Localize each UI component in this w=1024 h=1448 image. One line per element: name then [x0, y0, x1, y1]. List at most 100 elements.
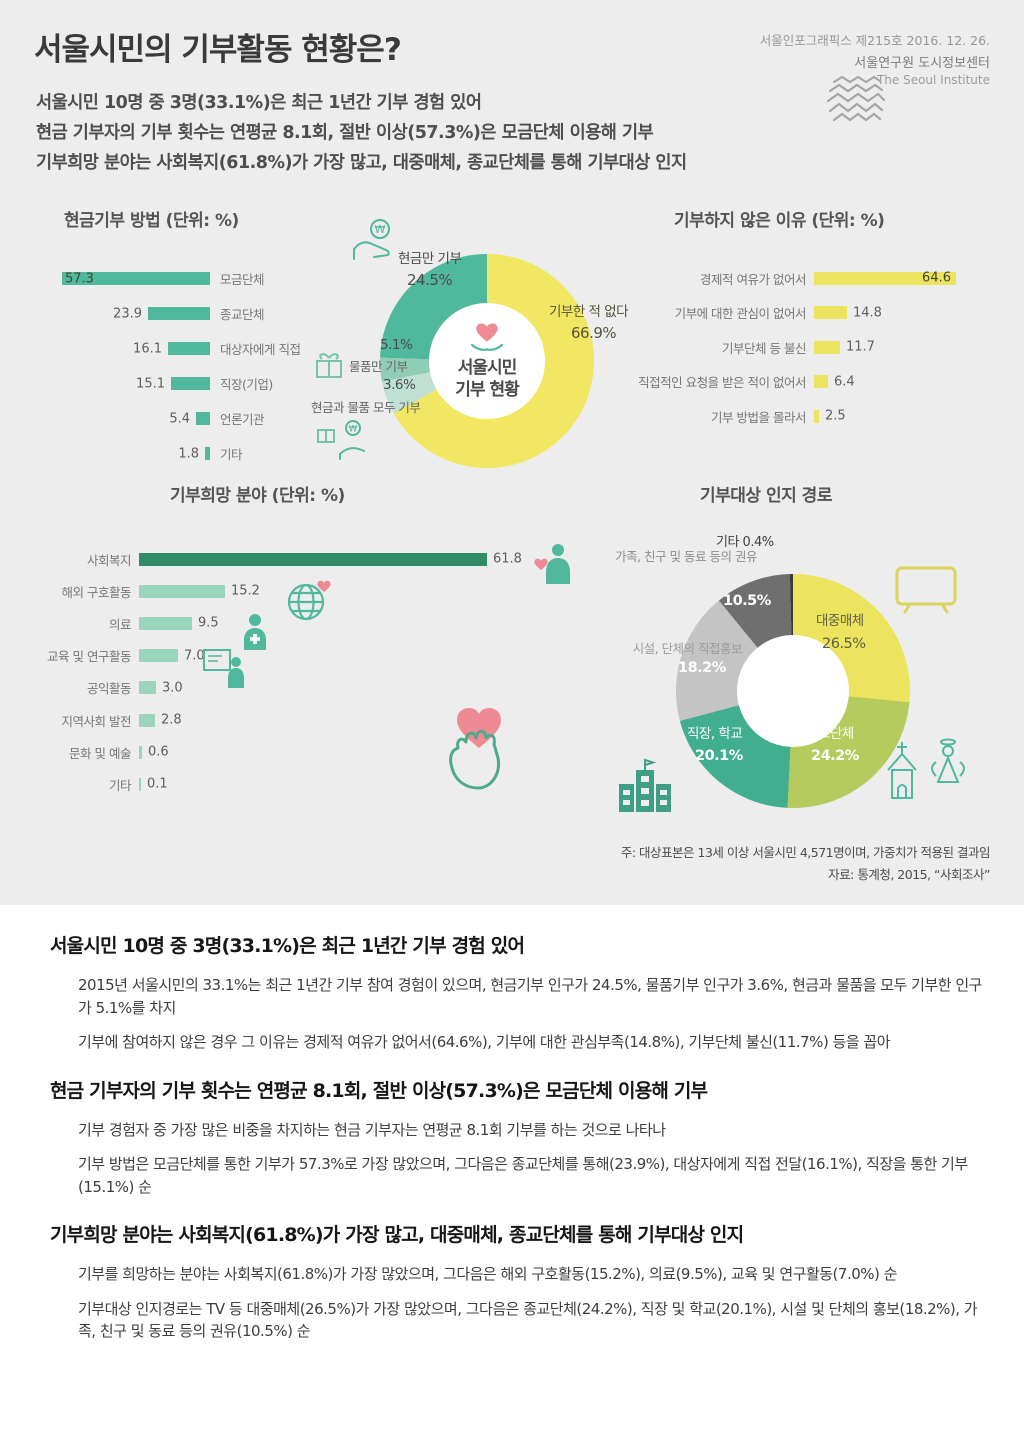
callout-religion-value: 24.2%: [811, 748, 859, 764]
bar-value: 11.7: [846, 339, 875, 355]
bar-category-label: 사회복지: [86, 552, 132, 568]
article-3-paragraph-2: 기부대상 인지경로는 TV 등 대중매체(26.5%)가 가장 많았으며, 그다…: [78, 1299, 978, 1341]
bar: [139, 649, 178, 663]
bar-row: 57.3 모금단체: [60, 261, 336, 296]
television-icon: [892, 558, 960, 620]
bar-category-label: 기타: [108, 777, 132, 793]
summary-line-2: 현금 기부자의 기부 횟수는 연평균 8.1회, 절반 이상(57.3%)은 모…: [36, 123, 654, 143]
wish-field-chart-title: 기부희망 분야 (단위: %): [170, 486, 345, 506]
teacher-at-board-icon: [202, 648, 246, 692]
bar-category-label: 교육 및 연구활동: [47, 649, 131, 665]
bar-category-label: 해외 구호활동: [61, 584, 132, 600]
bar-value: 1.8: [178, 446, 199, 461]
bar: 57.3: [62, 271, 210, 286]
bar-row: 지역사회 발전 2.8: [25, 704, 565, 736]
cash-method-chart-title: 현금기부 방법 (단위: %): [64, 211, 239, 231]
bar-row: 해외 구호활동 15.2: [25, 575, 565, 607]
callout-religion-label: 종교단체: [806, 726, 854, 742]
bar-value: 5.4: [169, 411, 190, 426]
hand-won-coin-icon: ₩: [350, 218, 396, 266]
bar-value: 15.2: [231, 583, 260, 599]
bar-row: 1.8 기타: [60, 436, 336, 471]
source-notes: 주: 대상표본은 13세 이상 서울시민 4,571명이며, 가중치가 적용된 …: [621, 842, 991, 886]
angel-icon: [928, 736, 968, 790]
bar-value: 16.1: [133, 341, 162, 356]
article-1: 서울시민 10명 중 3명(33.1%)은 최근 1년간 기부 경험 있어 20…: [50, 931, 994, 1054]
bar-row: 경제적 여유가 없어서 64.6: [638, 261, 990, 296]
bar-category-label: 기부 방법을 몰라서: [711, 409, 806, 425]
callout-cash-only-label: 현금만 기부: [398, 251, 462, 267]
person-with-heart-icon: [532, 542, 572, 588]
bar-value: 2.5: [825, 408, 846, 424]
bar: [148, 307, 210, 320]
bar-category-label: 지역사회 발전: [61, 713, 132, 729]
recognition-route-donut-center: [737, 635, 849, 747]
bar-row: 직접적인 요청을 받은 적이 없어서 6.4: [638, 365, 990, 400]
article-2: 현금 기부자의 기부 횟수는 연평균 8.1회, 절반 이상(57.3%)은 모…: [50, 1076, 994, 1199]
school-building-icon: [614, 758, 676, 816]
bar-value: 23.9: [113, 306, 142, 321]
bar-value: 57.3: [65, 271, 94, 286]
bar: [139, 713, 155, 727]
infographic-canvas: 서울시민의 기부활동 현황은? 서울인포그래픽스 제215호 2016. 12.…: [0, 0, 1024, 905]
issue-info: 서울인포그래픽스 제215호 2016. 12. 26. 서울연구원 도시정보센…: [760, 30, 990, 87]
bar: [139, 616, 192, 630]
publisher-name-en: The Seoul Institute: [876, 73, 990, 87]
svg-text:₩: ₩: [375, 223, 386, 236]
donation-status-donut-center: 서울시민 기부 현황: [429, 303, 545, 419]
bar: [814, 409, 819, 423]
callout-etc: 기타 0.4%: [716, 535, 774, 550]
bar-value: 7.0: [184, 648, 205, 664]
article-1-heading: 서울시민 10명 중 3명(33.1%)은 최근 1년간 기부 경험 있어: [50, 935, 525, 957]
page-title: 서울시민의 기부활동 현황은?: [34, 32, 402, 68]
heart-on-palm-icon: [436, 696, 522, 808]
bar-row: 기부 방법을 몰라서 2.5: [638, 399, 990, 434]
summary-line-1: 서울시민 10명 중 3명(33.1%)은 최근 1년간 기부 경험 있어: [36, 93, 482, 113]
bar-value: 64.6: [922, 270, 951, 286]
callout-cash-and-goods-value: 3.6%: [383, 377, 416, 393]
wish-field-bar-chart: 사회복지 61.8 해외 구호활동 15.2 의료 9.5 교육 및 연구활동 7.0 공익활동…: [25, 543, 565, 801]
bar-row: 문화 및 예술 0.6: [25, 736, 565, 768]
callout-cash-only-value: 24.5%: [407, 271, 453, 289]
bar-category-label: 기부에 대한 관심이 없어서: [674, 306, 807, 322]
heart-in-hands-icon: [468, 321, 506, 357]
bar-value: 0.1: [147, 776, 168, 792]
bar-row: 기부에 대한 관심이 없어서 14.8: [638, 296, 990, 331]
callout-cash-and-goods-label: 현금과 물품 모두 기부: [311, 400, 421, 415]
bar-category-label: 경제적 여유가 없어서: [700, 271, 806, 287]
callout-work-value: 20.1%: [695, 748, 743, 764]
bar-row: 교육 및 연구활동 7.0: [25, 640, 565, 672]
article-1-paragraph-1: 2015년 서울시민의 33.1%는 최근 1년간 기부 참여 경험이 있으며,…: [78, 976, 982, 1017]
donut-center-line2: 기부 현황: [455, 380, 519, 400]
callout-media-value: 26.5%: [822, 636, 866, 652]
callout-goods-only-label: 물품만 기부: [349, 359, 408, 374]
article-3-paragraph-1: 기부를 희망하는 분야는 사회복지(61.8%)가 가장 많았으며, 그다음은 …: [78, 1265, 897, 1283]
globe-with-heart-icon: [284, 576, 334, 628]
article-section: 서울시민 10명 중 3명(33.1%)은 최근 1년간 기부 경험 있어 20…: [0, 905, 1024, 1448]
bar: [171, 377, 210, 390]
callout-work-label: 직장, 학교: [687, 726, 743, 742]
callout-never-donated-value: 66.9%: [571, 324, 617, 342]
bar-category-label: 대상자에게 직접: [220, 342, 301, 357]
callout-never-donated-label: 기부한 적 없다: [549, 304, 629, 320]
bar: [139, 552, 487, 566]
bar: [814, 375, 828, 389]
svg-text:₩: ₩: [349, 425, 358, 435]
bar-row: 공익활동 3.0: [25, 672, 565, 704]
bar-category-label: 모금단체: [220, 272, 265, 287]
bar: [139, 777, 141, 791]
bar-row: 의료 9.5: [25, 607, 565, 639]
bar-row: 사회복지 61.8: [25, 543, 565, 575]
bar-row: 기부단체 등 불신 11.7: [638, 330, 990, 365]
callout-family-label: 가족, 친구 및 동료 등의 권유: [615, 549, 757, 564]
medical-person-icon: [238, 612, 272, 654]
callout-family-value: 10.5%: [723, 593, 771, 609]
bar: [196, 412, 210, 425]
bar-category-label: 언론기관: [220, 412, 265, 427]
donut-center-line1: 서울시민: [457, 358, 518, 378]
bar-category-label: 의료: [108, 616, 132, 632]
bar-value: 2.8: [161, 712, 182, 728]
bar-value: 9.5: [198, 615, 219, 631]
bar-value: 0.6: [148, 744, 169, 760]
